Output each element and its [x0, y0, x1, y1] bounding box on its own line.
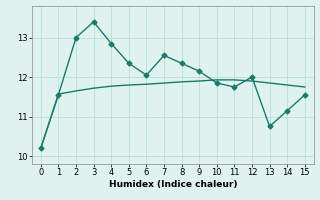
X-axis label: Humidex (Indice chaleur): Humidex (Indice chaleur)	[108, 180, 237, 189]
